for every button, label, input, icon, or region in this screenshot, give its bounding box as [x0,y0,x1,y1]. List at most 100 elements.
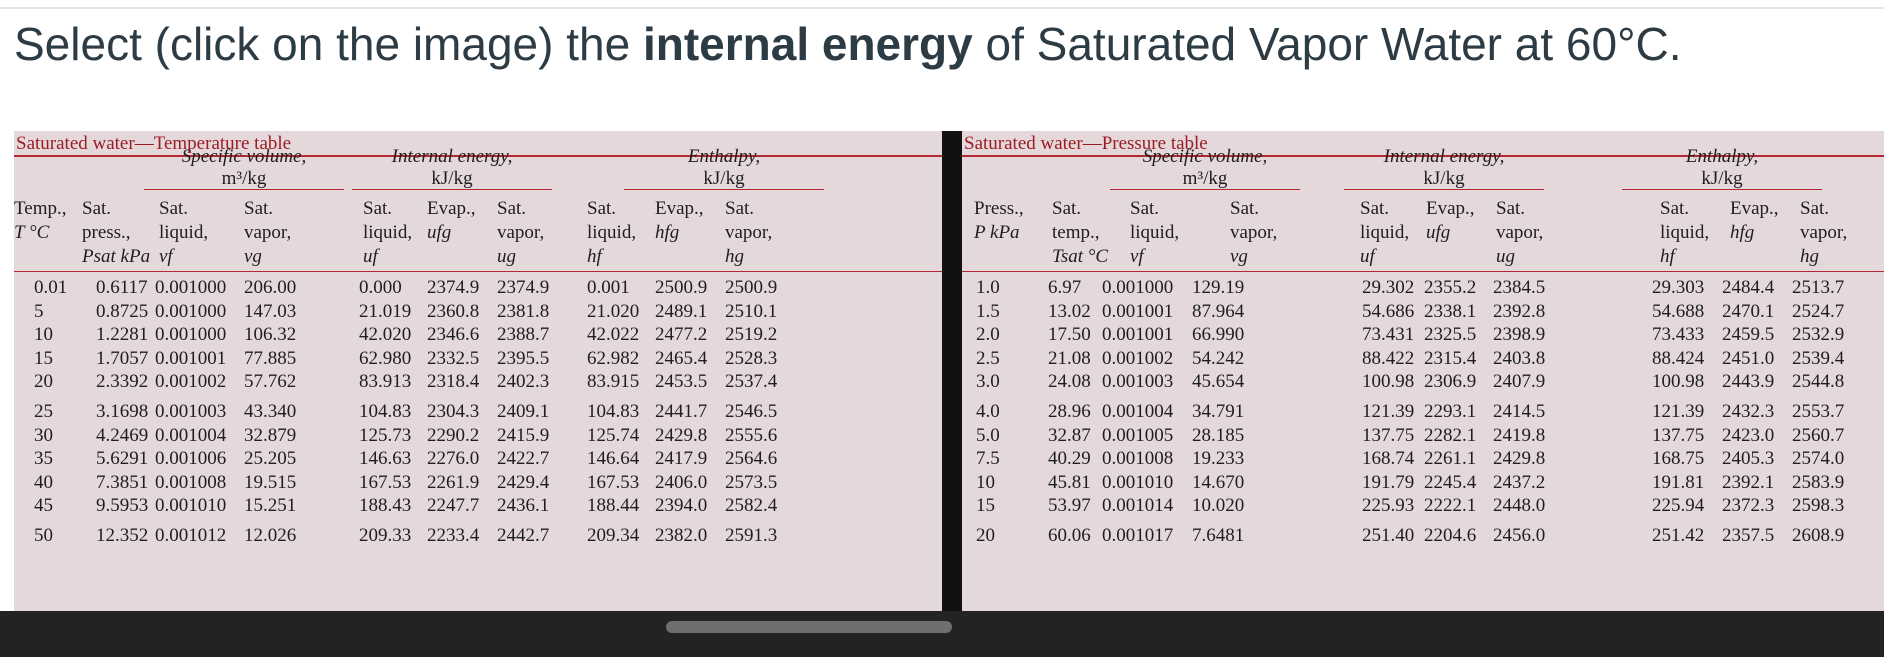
table-cell[interactable]: 2233.4 [427,525,480,546]
table-cell[interactable]: 2338.1 [1424,300,1477,322]
table-cell[interactable]: 20 [976,525,995,546]
table-cell[interactable]: 83.915 [587,371,640,392]
table-cell[interactable]: 104.83 [587,401,640,422]
table-cell[interactable]: 168.75 [1652,448,1705,469]
table-cell[interactable]: 209.34 [587,525,640,546]
table-cell[interactable]: 2384.5 [1493,277,1546,298]
table-cell[interactable]: 28.96 [1048,401,1091,422]
table-cell[interactable]: 62.980 [359,347,412,369]
table-cell[interactable]: 0.001000 [1102,277,1174,298]
table-cell[interactable]: 2374.9 [427,277,480,298]
table-cell[interactable]: 2429.8 [1493,448,1546,469]
table-cell[interactable]: 24.08 [1048,371,1091,392]
table-cell[interactable]: 2417.9 [655,448,708,469]
table-cell[interactable]: 137.75 [1362,424,1415,446]
table-cell[interactable]: 2402.3 [497,371,550,392]
table-cell[interactable]: 2574.0 [1792,448,1845,469]
table-cell[interactable]: 42.020 [359,324,412,345]
table-cell[interactable]: 0.001005 [1102,424,1174,446]
table-cell[interactable]: 2.3392 [96,371,149,392]
table-cell[interactable]: 2282.1 [1424,424,1477,446]
table-cell[interactable]: 2306.9 [1424,371,1477,392]
table-cell[interactable]: 2261.9 [427,471,480,493]
table-cell[interactable]: 2477.2 [655,324,708,345]
table-cell[interactable]: 167.53 [359,471,412,493]
table-cell[interactable]: 50 [34,525,53,546]
table-cell[interactable]: 0.001012 [155,525,227,546]
table-cell[interactable]: 40 [34,471,53,493]
table-cell[interactable]: 87.964 [1192,300,1245,322]
table-cell[interactable]: 2398.9 [1493,324,1546,345]
table-cell[interactable]: 2544.8 [1792,371,1845,392]
table-cell[interactable]: 2583.9 [1792,471,1845,493]
table-cell[interactable]: 147.03 [244,300,297,322]
table-cell[interactable]: 54.242 [1192,347,1245,369]
table-cell[interactable]: 2470.1 [1722,300,1775,322]
table-cell[interactable]: 2524.7 [1792,300,1845,322]
table-cell[interactable]: 0.001001 [155,347,227,369]
table-cell[interactable]: 53.97 [1048,495,1091,516]
table-cell[interactable]: 15 [976,495,995,516]
table-cell[interactable]: 2332.5 [427,347,480,369]
table-cell[interactable]: 54.686 [1362,300,1415,322]
table-cell[interactable]: 251.42 [1652,525,1705,546]
table-cell[interactable]: 88.424 [1652,347,1705,369]
table-cell[interactable]: 0.001002 [155,371,227,392]
table-cell[interactable]: 0.001004 [155,424,227,446]
table-cell[interactable]: 146.63 [359,448,412,469]
table-cell[interactable]: 7.3851 [96,471,149,493]
table-cell[interactable]: 2415.9 [497,424,550,446]
table-cell[interactable]: 0.001003 [155,401,227,422]
table-cell[interactable]: 2429.8 [655,424,708,446]
table-cell[interactable]: 9.5953 [96,495,149,516]
table-cell[interactable]: 13.02 [1048,300,1091,322]
table-cell[interactable]: 28.185 [1192,424,1245,446]
table-cell[interactable]: 2459.5 [1722,324,1775,345]
table-cell[interactable]: 191.81 [1652,471,1705,493]
table-cell[interactable]: 0.001017 [1102,525,1174,546]
table-cell[interactable]: 2432.3 [1722,401,1775,422]
table-cell[interactable]: 121.39 [1652,401,1705,422]
table-cell[interactable]: 0.001000 [155,300,227,322]
table-cell[interactable]: 2582.4 [725,495,778,516]
table-cell[interactable]: 12.026 [244,525,297,546]
table-cell[interactable]: 4.0 [976,401,1000,422]
table-cell[interactable]: 2290.2 [427,424,480,446]
table-cell[interactable]: 2539.4 [1792,347,1845,369]
table-cell[interactable]: 21.08 [1048,347,1091,369]
table-cell[interactable]: 2388.7 [497,324,550,345]
table-cell[interactable]: 10 [976,471,995,493]
table-cell[interactable]: 2437.2 [1493,471,1546,493]
table-cell[interactable]: 2360.8 [427,300,480,322]
table-cell[interactable]: 2392.1 [1722,471,1775,493]
table-cell[interactable]: 2414.5 [1493,401,1546,422]
table-cell[interactable]: 188.43 [359,495,412,516]
table-cell[interactable]: 121.39 [1362,401,1415,422]
table-cell[interactable]: 188.44 [587,495,640,516]
table-cell[interactable]: 45.81 [1048,471,1091,493]
table-cell[interactable]: 0.001010 [1102,471,1174,493]
table-cell[interactable]: 15.251 [244,495,297,516]
table-cell[interactable]: 2519.2 [725,324,778,345]
table-cell[interactable]: 29.303 [1652,277,1705,298]
table-cell[interactable]: 66.990 [1192,324,1245,345]
table-cell[interactable]: 129.19 [1192,277,1245,298]
table-cell[interactable]: 2419.8 [1493,424,1546,446]
table-cell[interactable]: 2510.1 [725,300,778,322]
table-cell[interactable]: 2405.3 [1722,448,1775,469]
table-cell[interactable]: 0.001003 [1102,371,1174,392]
table-cell[interactable]: 2560.7 [1792,424,1845,446]
table-cell[interactable]: 2489.1 [655,300,708,322]
horizontal-scrollbar-thumb[interactable] [666,621,952,633]
pressure-table-panel[interactable]: Saturated water—Pressure table Specific … [962,131,1884,611]
table-cell[interactable]: 43.340 [244,401,297,422]
table-cell[interactable]: 104.83 [359,401,412,422]
table-cell[interactable]: 2553.7 [1792,401,1845,422]
temperature-table-panel[interactable]: Saturated water—Temperature table Specif… [14,131,942,611]
table-cell[interactable]: 0.001001 [1102,300,1174,322]
table-cell[interactable]: 168.74 [1362,448,1415,469]
table-cell[interactable]: 25 [34,401,53,422]
table-cell[interactable]: 7.5 [976,448,1000,469]
table-cell[interactable]: 2346.6 [427,324,480,345]
table-cell[interactable]: 45.654 [1192,371,1245,392]
